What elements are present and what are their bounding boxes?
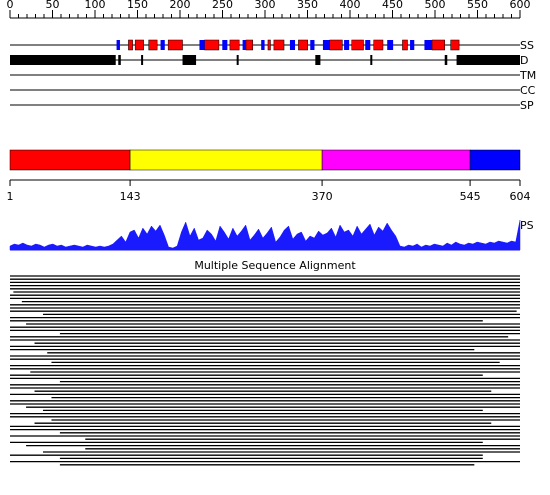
- ruler-label: 300: [255, 0, 276, 11]
- strand: [116, 40, 120, 50]
- ruler-label: 50: [46, 0, 60, 11]
- helix: [267, 39, 271, 51]
- ruler-label: 400: [340, 0, 361, 11]
- helix: [329, 39, 343, 51]
- ruler-label: 150: [127, 0, 148, 11]
- helix: [148, 39, 158, 51]
- track-label: PS: [520, 219, 534, 232]
- ruler-label: 600: [510, 0, 531, 11]
- helix: [373, 39, 384, 51]
- domain-label: 545: [460, 190, 481, 203]
- disorder-region: [315, 55, 321, 65]
- strand: [310, 40, 315, 50]
- ruler-label: 200: [170, 0, 191, 11]
- disorder-region: [141, 55, 144, 65]
- helix: [245, 39, 253, 51]
- strand: [365, 40, 371, 50]
- strand: [160, 40, 165, 50]
- helix: [273, 39, 285, 51]
- strand: [387, 40, 394, 50]
- domain: [9, 149, 131, 171]
- ps-profile: [9, 219, 521, 251]
- helix: [298, 39, 308, 51]
- disorder-region: [118, 55, 121, 65]
- track-label: TM: [519, 69, 536, 82]
- disorder-region: [444, 55, 448, 65]
- domain-label: 370: [312, 190, 333, 203]
- helix: [134, 39, 144, 51]
- strand: [344, 40, 350, 50]
- domain: [129, 149, 323, 171]
- disorder-region: [10, 55, 116, 65]
- ruler-label: 450: [382, 0, 403, 11]
- ruler-label: 250: [212, 0, 233, 11]
- domain-label: 143: [120, 190, 141, 203]
- domain-label: 1: [7, 190, 14, 203]
- ruler-label: 350: [297, 0, 318, 11]
- strand: [410, 40, 415, 50]
- disorder-region: [182, 55, 197, 65]
- strand: [289, 40, 296, 50]
- disorder-region: [370, 55, 373, 65]
- domain: [321, 149, 471, 171]
- track-label: SP: [520, 99, 534, 112]
- ruler-label: 500: [425, 0, 446, 11]
- strand: [261, 40, 265, 50]
- helix: [128, 39, 133, 51]
- disorder-region: [236, 55, 239, 65]
- helix: [167, 39, 183, 51]
- helix: [351, 39, 364, 51]
- domain: [469, 149, 521, 171]
- track-label: SS: [520, 39, 534, 52]
- msa-title: Multiple Sequence Alignment: [194, 259, 356, 272]
- strand: [222, 40, 228, 50]
- strand: [199, 40, 205, 50]
- strand: [424, 40, 433, 50]
- ruler-label: 0: [7, 0, 14, 11]
- helix: [402, 39, 408, 51]
- strand: [322, 40, 330, 50]
- helix: [431, 39, 445, 51]
- strand: [242, 40, 246, 50]
- helix: [229, 39, 240, 51]
- track-label: D: [520, 54, 528, 67]
- disorder-region: [456, 55, 520, 65]
- ruler-label: 550: [467, 0, 488, 11]
- ruler-label: 100: [85, 0, 106, 11]
- track-label: CC: [520, 84, 536, 97]
- helix: [204, 39, 220, 51]
- helix: [450, 39, 460, 51]
- domain-label: 604: [510, 190, 531, 203]
